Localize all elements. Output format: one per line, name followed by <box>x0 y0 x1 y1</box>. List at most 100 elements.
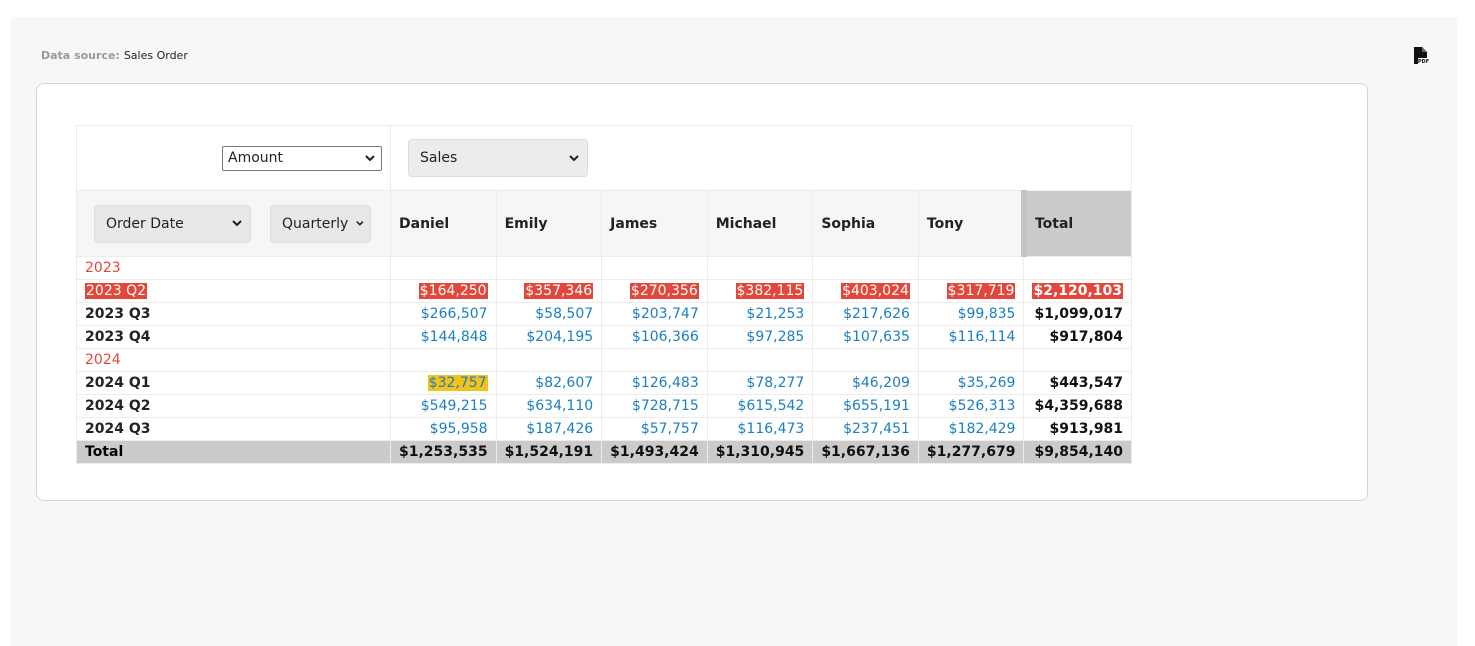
value: $21,253 <box>746 306 805 322</box>
cell <box>601 348 708 372</box>
total-value: $913,981 <box>1049 421 1124 437</box>
data-row: 2024 Q2 $549,215 $634,110 $728,715 $615,542 $… <box>76 394 1133 418</box>
cell <box>495 348 603 372</box>
value: $615,542 <box>737 398 805 414</box>
value: $126,483 <box>631 375 699 391</box>
row-label: 2024 Q2 <box>76 394 391 418</box>
data-row: 2024 Q3 $95,958 $187,426 $57,757 $116,473 $23… <box>76 417 1133 441</box>
value: $317,719 <box>946 283 1016 299</box>
value: $203,747 <box>631 306 699 322</box>
value: $99,835 <box>957 306 1016 322</box>
cell: $99,835 <box>917 302 1025 326</box>
grand-total-cell: $1,277,679 <box>917 440 1025 464</box>
row-total: $917,804 <box>1023 325 1133 349</box>
row-label-text: 2023 <box>85 260 121 276</box>
cell: $204,195 <box>495 325 603 349</box>
row-total: $1,099,017 <box>1023 302 1133 326</box>
cell: $382,115 <box>706 279 814 303</box>
value: $187,426 <box>526 421 594 437</box>
cell: $46,209 <box>812 371 919 395</box>
row-label-text: 2024 Q1 <box>85 375 151 391</box>
grouping-select[interactable]: Quarterly <box>270 204 371 243</box>
cell: $187,426 <box>495 417 603 441</box>
row-total <box>1023 348 1133 372</box>
value: $95,958 <box>429 421 488 437</box>
row-label-text: 2024 Q3 <box>85 421 151 437</box>
cell <box>601 256 708 280</box>
cell: $270,356 <box>601 279 708 303</box>
value: $58,507 <box>535 306 594 322</box>
row-label-text: 2023 Q2 <box>85 283 148 299</box>
cell: $403,024 <box>812 279 919 303</box>
cell: Amount <box>76 125 391 191</box>
cell: $95,958 <box>390 417 497 441</box>
value: $266,507 <box>420 306 488 322</box>
total-value: $2,120,103 <box>1032 283 1124 299</box>
data-source: Data source: Sales Order <box>41 49 188 62</box>
cell: $97,285 <box>706 325 814 349</box>
cell: $82,607 <box>495 371 603 395</box>
grand-total-cell: $1,310,945 <box>706 440 814 464</box>
column-field-select[interactable]: Sales <box>408 139 588 177</box>
cell: Order Date Quarterly <box>76 190 391 257</box>
row-total: $2,120,103 <box>1023 279 1133 303</box>
measure-select[interactable]: Amount <box>222 145 382 171</box>
value: $78,277 <box>746 375 805 391</box>
pivot-table: Amount Sales Order Date Quarterly Daniel Emil… <box>76 125 1133 464</box>
cell: $634,110 <box>495 394 603 418</box>
cell <box>706 256 814 280</box>
data-row: 2023 Q3 $266,507 $58,507 $203,747 $21,253 $21… <box>76 302 1133 326</box>
row-total: $913,981 <box>1023 417 1133 441</box>
row-label: 2024 Q1 <box>76 371 391 395</box>
cell <box>812 256 919 280</box>
value: $655,191 <box>843 398 910 414</box>
cell <box>390 348 497 372</box>
value: $204,195 <box>526 329 594 345</box>
row-label: 2023 Q2 <box>76 279 391 303</box>
cell <box>917 256 1025 280</box>
grand-total-cell: $1,493,424 <box>601 440 708 464</box>
column-header: Tony <box>917 190 1027 257</box>
column-header: Emily <box>495 190 603 257</box>
data-row: 2023 Q4 $144,848 $204,195 $106,366 $97,285 $1… <box>76 325 1133 349</box>
value: $526,313 <box>948 398 1016 414</box>
cell: $526,313 <box>917 394 1025 418</box>
cell: $126,483 <box>601 371 708 395</box>
cell: $106,366 <box>601 325 708 349</box>
cell: $58,507 <box>495 302 603 326</box>
value: $144,848 <box>420 329 488 345</box>
cell: $144,848 <box>390 325 497 349</box>
total-row: Total $1,253,535 $1,524,191 $1,493,424 $1,31… <box>76 440 1133 464</box>
total-value: $443,547 <box>1049 375 1124 391</box>
value: $237,451 <box>843 421 910 437</box>
header-row: Order Date Quarterly Daniel Emily James Micha… <box>76 190 1133 257</box>
row-total <box>1023 256 1133 280</box>
cell: $317,719 <box>917 279 1025 303</box>
cell <box>917 348 1025 372</box>
value: $270,356 <box>629 283 699 299</box>
cell <box>812 348 919 372</box>
cell: $357,346 <box>495 279 603 303</box>
row-label-text: 2024 Q2 <box>85 398 151 414</box>
cell <box>495 256 603 280</box>
select-text: Quarterly <box>282 215 349 232</box>
row-total: $443,547 <box>1023 371 1133 395</box>
value: $57,757 <box>640 421 699 437</box>
column-header: Sophia <box>812 190 919 257</box>
cell: $116,114 <box>917 325 1025 349</box>
value: $116,473 <box>737 421 805 437</box>
cell: $107,635 <box>812 325 919 349</box>
cell: $549,215 <box>390 394 497 418</box>
cell: $21,253 <box>706 302 814 326</box>
column-header: Michael <box>706 190 814 257</box>
row-label-text: 2023 Q3 <box>85 306 151 322</box>
grand-total-cell: $1,253,535 <box>390 440 497 464</box>
total-label: Total <box>76 440 391 464</box>
row-field-select[interactable]: Order Date <box>94 204 251 243</box>
value: $116,114 <box>948 329 1016 345</box>
cell: $203,747 <box>601 302 708 326</box>
total-value: $1,099,017 <box>1034 306 1124 322</box>
pdf-icon[interactable]: PDF <box>1413 47 1429 65</box>
value: $46,209 <box>851 375 910 391</box>
value: $32,757 <box>427 375 488 391</box>
